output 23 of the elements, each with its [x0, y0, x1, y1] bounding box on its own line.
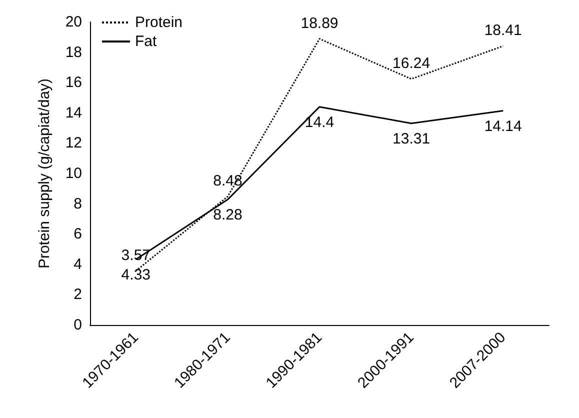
y-tick-label: 18	[65, 44, 82, 61]
y-tick-label: 6	[74, 226, 82, 243]
data-label: 16.24	[392, 54, 430, 72]
data-label: 18.41	[484, 22, 522, 40]
data-label: 4.33	[121, 266, 150, 284]
data-label: 14.14	[484, 118, 522, 135]
data-label: 14.4	[304, 114, 334, 131]
y-tick-label: 12	[65, 134, 82, 152]
data-label: 18.89	[300, 14, 338, 32]
legend-label: Fat	[135, 33, 158, 50]
legend-label: Protein	[135, 14, 183, 31]
y-tick-label: 8	[74, 195, 82, 212]
data-label: 8.28	[213, 206, 242, 224]
y-tick-label: 0	[74, 316, 82, 334]
y-axis-title: Protein supply (g/capiat/day)	[36, 78, 53, 269]
y-tick-label: 16	[65, 74, 82, 92]
data-label: 8.48	[213, 172, 242, 190]
y-tick-label: 2	[74, 286, 82, 304]
y-tick-label: 4	[74, 256, 82, 273]
data-label: 13.31	[392, 130, 430, 148]
y-tick-label: 20	[65, 14, 82, 30]
y-tick-label: 14	[65, 104, 82, 122]
y-tick-label: 10	[65, 165, 82, 182]
